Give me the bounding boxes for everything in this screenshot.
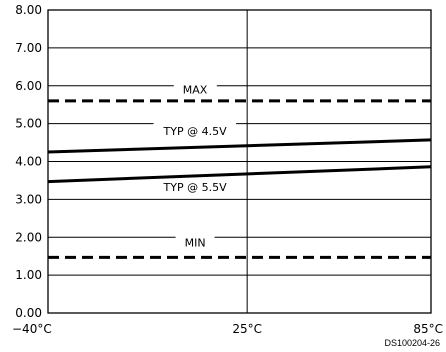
x-tick-label: −40°C <box>12 322 52 336</box>
annotation-label: MIN <box>185 237 206 250</box>
y-tick-label: 3.00 <box>15 192 42 206</box>
y-tick-labels: 0.00 1.00 2.00 3.00 4.00 5.00 6.00 7.00 8.00 <box>15 3 42 320</box>
x-tick-labels: −40°C 25°C 85°C <box>12 322 443 336</box>
y-tick-label: 5.00 <box>15 117 42 131</box>
annotation-label: TYP @ 5.5V <box>163 181 228 194</box>
figure-code: DS100204-26 <box>384 338 440 348</box>
y-tick-label: 7.00 <box>15 41 42 55</box>
y-tick-label: 8.00 <box>15 3 42 17</box>
x-tick-label: 85°C <box>413 322 443 336</box>
y-tick-label: 0.00 <box>15 306 42 320</box>
series-layer <box>47 99 432 259</box>
annotation-background <box>153 122 237 140</box>
x-tick-label: 25°C <box>232 322 262 336</box>
series-line-typ-4-5v <box>47 138 432 154</box>
annotation-label: MAX <box>183 84 208 97</box>
y-tick-label: 1.00 <box>15 268 42 282</box>
annotation-background <box>175 234 215 252</box>
y-tick-label: 4.00 <box>15 155 42 169</box>
annotation-layer: MAX TYP @ 4.5V TYP @ 5.5V MIN <box>153 81 237 252</box>
plot-frame <box>47 9 432 314</box>
annotation-background <box>173 81 217 99</box>
annotation-label: TYP @ 4.5V <box>163 125 228 138</box>
series-line-typ-5-5v <box>47 165 432 184</box>
y-tick-label: 2.00 <box>15 230 42 244</box>
y-tick-label: 6.00 <box>15 79 42 93</box>
grid <box>47 9 432 314</box>
annotation-background <box>153 179 237 197</box>
